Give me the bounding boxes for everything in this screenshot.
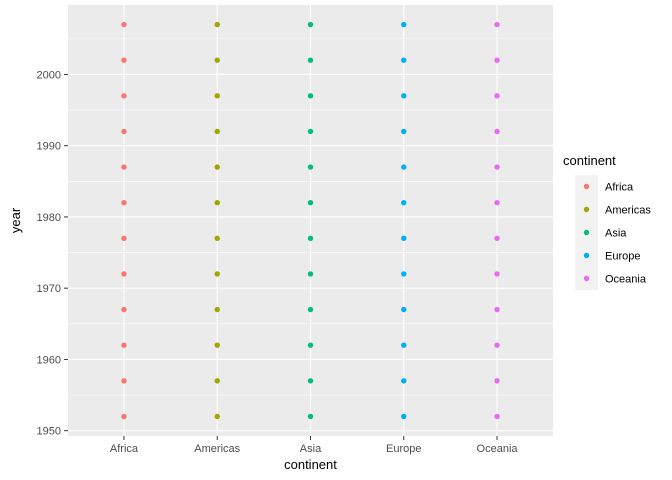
data-point	[121, 306, 127, 313]
data-point	[401, 235, 407, 242]
data-point	[307, 378, 314, 384]
legend-marker	[583, 252, 590, 259]
data-point	[494, 378, 500, 384]
y-tick-label: 1970	[37, 283, 61, 295]
x-tick-label: Europe	[386, 443, 421, 455]
data-point	[121, 413, 127, 420]
legend-marker	[583, 206, 590, 213]
data-point	[494, 306, 500, 313]
data-point	[494, 57, 500, 63]
y-tick-label: 2000	[37, 69, 61, 81]
data-point	[307, 21, 314, 28]
data-point	[214, 57, 220, 63]
data-point	[214, 93, 220, 99]
legend-label: Americas	[605, 205, 651, 217]
data-point	[214, 128, 220, 135]
data-point	[214, 378, 220, 384]
data-point	[307, 235, 314, 242]
data-point	[401, 57, 407, 63]
y-axis-ticks: 1950 1960 1970 1980 1990 2000	[37, 69, 68, 438]
y-tick-label: 1990	[37, 141, 61, 153]
data-point	[307, 271, 314, 277]
x-tick-label: Asia	[300, 443, 322, 455]
data-point	[214, 271, 220, 277]
data-point	[214, 342, 220, 348]
data-point	[401, 378, 407, 384]
data-point	[494, 93, 500, 99]
data-point	[121, 93, 127, 99]
data-point	[401, 342, 407, 348]
data-point	[494, 235, 500, 242]
data-point	[401, 271, 407, 277]
data-point	[401, 164, 407, 170]
data-point	[401, 93, 407, 99]
data-point	[121, 235, 127, 242]
data-point	[214, 306, 220, 313]
data-point	[121, 342, 127, 348]
data-point	[121, 378, 127, 384]
data-point	[121, 199, 127, 206]
legend: continent Africa Americas Asia Europe Oceani…	[563, 153, 651, 290]
x-tick-label: Americas	[194, 443, 240, 455]
x-tick-label: Oceania	[477, 443, 519, 455]
data-point	[494, 342, 500, 348]
data-point	[494, 21, 500, 28]
legend-marker	[583, 275, 590, 282]
data-point	[121, 271, 127, 277]
legend-label: Asia	[605, 228, 627, 240]
x-axis-ticks: Africa Americas Asia Europe Oceania	[110, 436, 519, 455]
data-point	[121, 21, 127, 28]
data-point	[494, 413, 500, 420]
data-point	[307, 306, 314, 313]
data-point	[214, 413, 220, 420]
data-point	[307, 164, 314, 170]
major-gridlines	[68, 5, 553, 436]
y-tick-label: 1960	[37, 354, 61, 366]
data-point	[401, 413, 407, 420]
data-point	[494, 128, 500, 135]
data-point	[401, 306, 407, 313]
legend-marker	[583, 183, 590, 190]
data-point	[214, 164, 220, 170]
data-point	[494, 271, 500, 277]
data-point	[401, 199, 407, 206]
legend-title: continent	[563, 153, 616, 168]
legend-label: Europe	[605, 251, 640, 263]
data-point	[401, 128, 407, 135]
data-point	[214, 235, 220, 242]
y-tick-label: 1950	[37, 426, 61, 438]
data-point	[214, 21, 220, 28]
data-point	[121, 128, 127, 135]
data-point	[401, 21, 407, 28]
legend-label: Africa	[605, 182, 634, 194]
data-point	[494, 164, 500, 170]
data-point	[494, 199, 500, 206]
data-point	[307, 199, 314, 206]
data-point	[307, 128, 314, 135]
data-point	[307, 57, 314, 63]
data-point	[121, 164, 127, 170]
x-axis-title: continent	[284, 457, 337, 472]
data-point	[214, 199, 220, 206]
data-point	[121, 57, 127, 63]
y-axis-title: year	[8, 207, 23, 233]
data-point	[307, 342, 314, 348]
x-tick-label: Africa	[110, 443, 139, 455]
legend-marker	[583, 229, 590, 236]
legend-entries: Africa Americas Asia Europe Oceania	[575, 175, 651, 290]
data-point	[307, 93, 314, 99]
data-point	[307, 413, 314, 420]
legend-label: Oceania	[605, 274, 647, 286]
data-points	[121, 21, 500, 420]
y-tick-label: 1980	[37, 212, 61, 224]
